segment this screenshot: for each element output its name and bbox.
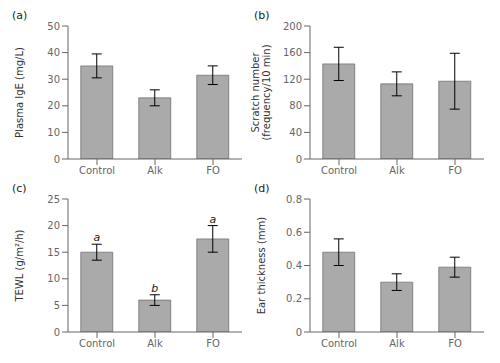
svg-text:0: 0: [54, 327, 60, 338]
svg-text:a: a: [93, 231, 100, 244]
svg-text:TEWL (g/m²/h): TEWL (g/m²/h): [14, 229, 25, 302]
svg-text:80: 80: [289, 100, 302, 111]
svg-text:20: 20: [47, 100, 60, 111]
svg-text:0.6: 0.6: [286, 227, 302, 238]
html-text:(b): (b): [254, 9, 270, 22]
svg-text:0.8: 0.8: [286, 194, 302, 205]
svg-text:FO: FO: [206, 338, 220, 349]
svg-text:Scratch number(frequency/10 mi: Scratch number(frequency/10 min): [250, 44, 272, 140]
svg-text:b: b: [151, 282, 158, 295]
svg-text:20: 20: [47, 220, 60, 231]
svg-text:200: 200: [283, 21, 302, 32]
svg-text:10: 10: [47, 273, 60, 284]
svg-text:0: 0: [54, 154, 60, 165]
svg-text:Alk: Alk: [147, 165, 163, 176]
svg-text:50: 50: [47, 21, 60, 32]
svg-text:40: 40: [289, 127, 302, 138]
html-text:(c): (c): [12, 182, 27, 195]
svg-text:FO: FO: [448, 165, 462, 176]
svg-text:10: 10: [47, 127, 60, 138]
svg-text:Control: Control: [79, 165, 115, 176]
svg-text:Plasma IgE (mg/L): Plasma IgE (mg/L): [14, 47, 25, 138]
svg-text:FO: FO: [206, 165, 220, 176]
svg-text:40: 40: [47, 47, 60, 58]
html-text:(a): (a): [12, 9, 28, 22]
svg-text:Alk: Alk: [147, 338, 163, 349]
svg-text:0.2: 0.2: [286, 293, 302, 304]
svg-text:Ear thickness (mm): Ear thickness (mm): [256, 217, 267, 315]
svg-text:FO: FO: [448, 338, 462, 349]
html-text:(d): (d): [254, 182, 270, 195]
svg-text:30: 30: [47, 74, 60, 85]
svg-text:a: a: [209, 213, 216, 226]
svg-text:0: 0: [296, 154, 302, 165]
svg-text:0.4: 0.4: [286, 260, 302, 271]
svg-text:Control: Control: [321, 338, 357, 349]
svg-text:0: 0: [296, 327, 302, 338]
svg-text:Alk: Alk: [389, 165, 405, 176]
svg-text:120: 120: [283, 74, 302, 85]
svg-text:25: 25: [47, 194, 60, 205]
svg-text:5: 5: [54, 300, 60, 311]
svg-text:15: 15: [47, 247, 60, 258]
svg-text:160: 160: [283, 47, 302, 58]
svg-text:Control: Control: [321, 165, 357, 176]
svg-text:Alk: Alk: [389, 338, 405, 349]
svg-text:Control: Control: [79, 338, 115, 349]
